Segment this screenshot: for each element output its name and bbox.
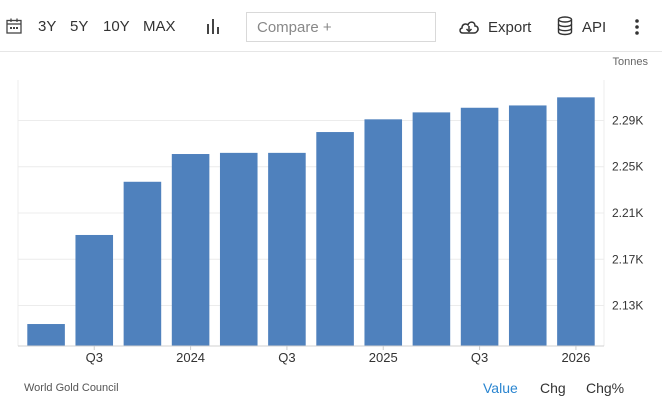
range-max-button[interactable]: MAX <box>143 18 176 35</box>
bar-chart-icon[interactable] <box>205 18 221 34</box>
more-vertical-icon[interactable] <box>634 18 640 36</box>
x-tick-label: Q3 <box>471 350 488 365</box>
bar <box>75 234 114 346</box>
y-tick-label: 2.29K <box>612 113 643 127</box>
bar-chart: 2.13K 2.17K 2.21K 2.25K 2.29K Q3 2024 Q3 2025 Q3 2… <box>17 80 643 365</box>
y-tick-label: 2.25K <box>612 160 643 174</box>
bar <box>219 152 258 346</box>
cloud-download-icon[interactable] <box>458 18 480 36</box>
x-tick-label: Q3 <box>86 350 103 365</box>
bar <box>171 154 210 346</box>
bar <box>27 324 65 346</box>
range-5y-button[interactable]: 5Y <box>70 18 89 35</box>
x-tick-label: 2026 <box>561 350 590 365</box>
calendar-icon[interactable] <box>6 18 22 34</box>
y-tick-label: 2.21K <box>612 206 643 220</box>
tab-value[interactable]: Value <box>483 380 518 396</box>
range-10y-button[interactable]: 10Y <box>103 18 130 35</box>
tab-chg-percent[interactable]: Chg% <box>586 380 625 396</box>
range-3y-button[interactable]: 3Y <box>38 18 57 35</box>
y-tick-label: 2.13K <box>612 299 643 313</box>
bar <box>123 181 162 346</box>
database-icon[interactable] <box>557 16 573 36</box>
bar <box>508 105 547 346</box>
bar <box>316 132 354 346</box>
y-tick-label: 2.17K <box>612 252 643 266</box>
toolbar: 3Y 5Y 10Y MAX Export API <box>0 0 662 52</box>
bar <box>460 107 499 346</box>
bar <box>364 119 403 346</box>
x-tick-label: 2025 <box>369 350 398 365</box>
x-tick-label: Q3 <box>278 350 295 365</box>
source-label: World Gold Council <box>24 382 119 394</box>
x-tick-label: 2024 <box>176 350 205 365</box>
bar <box>412 112 451 346</box>
export-button[interactable]: Export <box>488 19 532 36</box>
api-button[interactable]: API <box>582 19 607 36</box>
tab-chg[interactable]: Chg <box>540 380 566 396</box>
compare-input[interactable] <box>246 12 436 42</box>
bar <box>268 152 306 346</box>
bar <box>557 97 595 346</box>
unit-label: Tonnes <box>612 56 648 68</box>
